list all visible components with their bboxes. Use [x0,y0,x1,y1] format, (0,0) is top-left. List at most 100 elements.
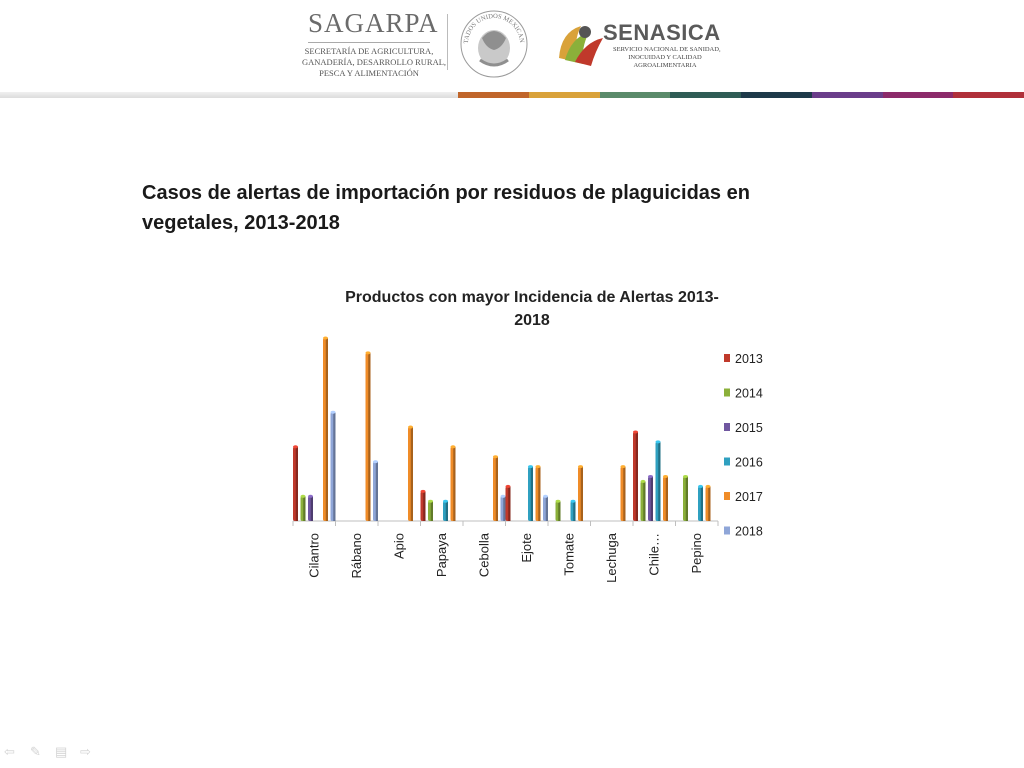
pen-icon[interactable]: ✎ [30,744,41,759]
bar-shade [623,466,626,521]
bar-shade [650,476,653,521]
senasica-subtitle-line: AGROALIMENTARIA [633,62,697,69]
category-label: Lechuga [604,532,619,583]
bar-cap [683,474,688,478]
bar [705,484,711,521]
bar-shade [333,412,336,521]
bar [543,494,548,521]
legend-label: 2018 [735,525,763,539]
bar-cap [450,445,456,449]
stripe-segment [882,92,954,98]
bar [300,494,306,521]
legend-item: 2013 [724,352,763,366]
bar-cap [428,499,433,503]
bar-cap [620,465,626,469]
bar [620,465,626,521]
legend-swatch [724,492,730,500]
bar-shade [580,466,583,521]
stripe-segment [599,92,671,98]
bar [443,499,448,521]
stripe-segment [458,92,529,98]
senasica-logo: SENASICA SERVICIO NACIONAL DE SANIDAD, I… [555,14,725,74]
bar [555,499,561,521]
bar-cap [505,484,511,488]
bar-shade [295,446,298,521]
bar-shade [445,501,448,521]
bar-cap [705,484,711,488]
bar [578,465,583,521]
bar-cap [555,499,561,503]
chart-legend: 2013 2014 2015 2016 2017 2018 [724,352,763,539]
bar [500,494,506,521]
sagarpa-subtitle-line: SECRETARÍA DE AGRICULTURA, [304,46,434,56]
category-label: Pepino [689,533,704,573]
bar [308,494,313,521]
bar-shade [375,461,378,521]
bar-cap [570,499,576,503]
category-label: Cebolla [476,532,491,577]
bar-shade [573,501,576,521]
bar [535,465,541,521]
category-label: Ejote [519,533,534,563]
bar-cap [420,489,426,493]
bar-shade [453,446,456,521]
stripe-segment [528,92,600,98]
bar-cap [308,494,313,498]
bar-shade [368,352,371,521]
bar [420,489,426,521]
senasica-emblem-icon [559,26,603,66]
legend-swatch [724,388,730,397]
bar-cap [528,465,533,469]
sagarpa-subtitle-line: GANADERÍA, DESARROLLO RURAL, [302,57,447,67]
legend-item: 2018 [724,525,763,539]
chart-title-line-2: 2018 [514,312,550,329]
menu-icon[interactable]: ▤ [55,744,68,759]
national-seal-icon: ESTADOS UNIDOS MEXICANOS [456,3,530,80]
bar-shade [410,427,413,521]
bar-cap [408,425,413,429]
bar-shade [508,486,511,521]
arrow-left-icon[interactable]: ⇦ [4,744,15,759]
legend-item: 2015 [724,421,763,435]
bar [323,336,328,521]
bar [655,440,661,521]
bar-cap [663,474,668,478]
bar-cap [330,410,336,414]
bar-cap [535,465,541,469]
sagarpa-subtitle-line: PESCA Y ALIMENTACIÓN [319,68,419,78]
slide-title: Casos de alertas de importación por resi… [142,182,750,234]
bar [648,474,653,521]
bar-shade [310,496,313,521]
bar [428,499,433,521]
stripe-segment [670,92,741,98]
category-label: Papaya [434,532,449,577]
bar-shade [538,466,541,521]
arrow-right-icon[interactable]: ⇨ [80,744,91,759]
bar [528,465,533,521]
bar [330,410,336,521]
bar-shade [503,496,506,521]
bar-cap [300,494,306,498]
bar-cap [293,445,298,449]
sagarpa-divider [308,42,430,43]
senasica-subtitle-line: SERVICIO NACIONAL DE SANIDAD, [613,46,721,53]
legend-swatch [724,457,730,466]
chart-title-line-1: Productos con mayor Incidencia de Alerta… [345,289,719,306]
bar-shade [530,466,533,521]
legend-label: 2017 [735,490,763,504]
bar [505,484,511,521]
bar-cap [578,465,583,469]
bar [450,445,456,521]
legend-label: 2015 [735,421,763,435]
bar-cap [323,336,328,340]
logo-separator [447,14,448,70]
category-label: Apio [391,533,406,559]
bar [698,484,703,521]
bar-cap [655,440,661,444]
bar-shade [635,431,638,521]
legend-label: 2013 [735,352,763,366]
bar [663,474,668,521]
bar [493,455,498,521]
bar-cap [500,494,506,498]
bar [683,474,688,521]
